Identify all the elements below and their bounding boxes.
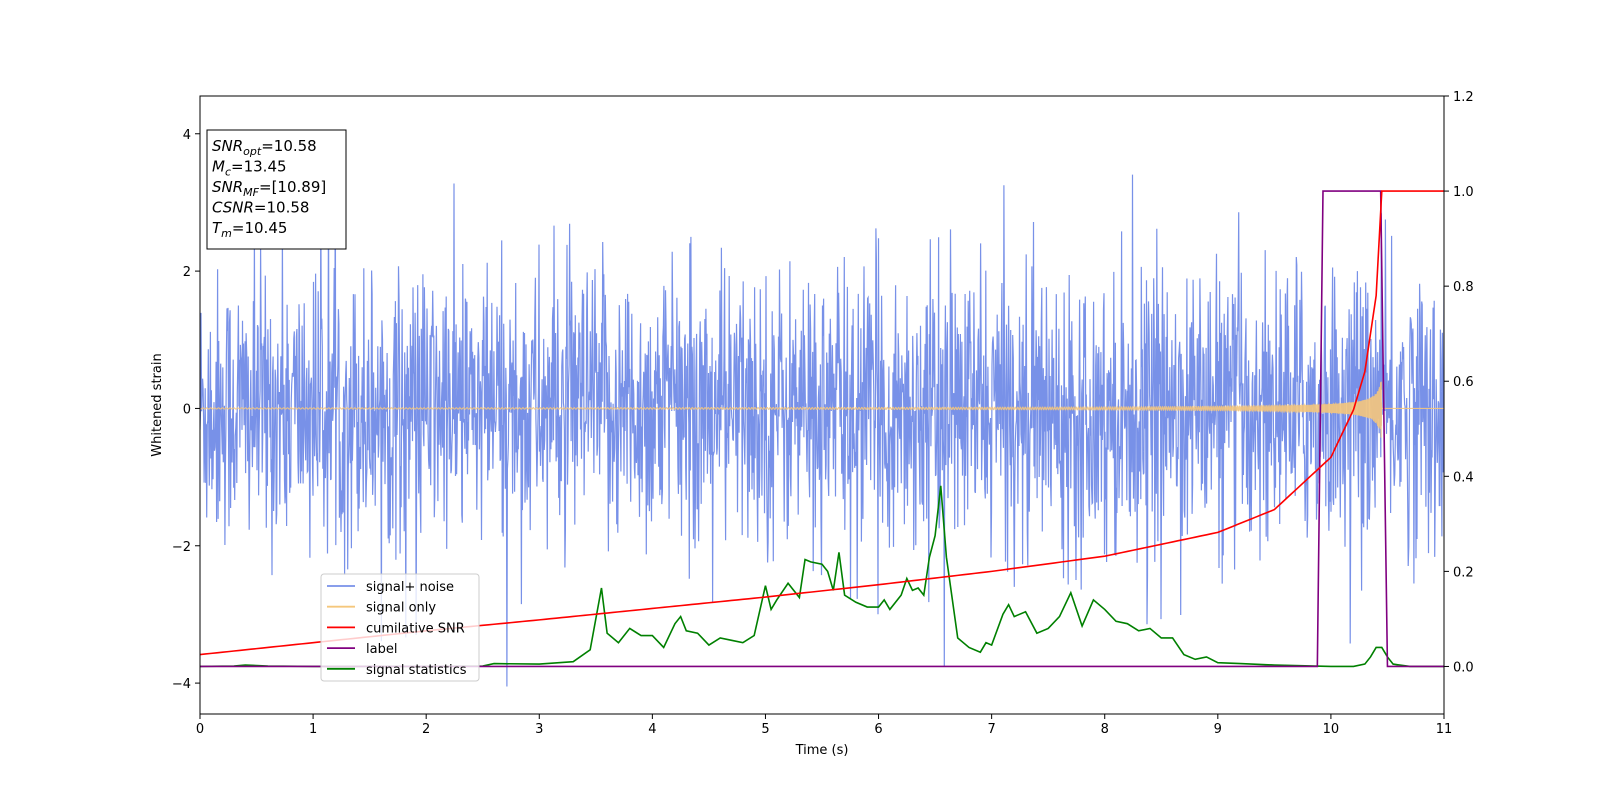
- y2-tick-label: 1.0: [1453, 185, 1474, 200]
- series-label-line: [200, 190, 1444, 668]
- series-signal-statistics-line: [200, 485, 1444, 668]
- axes-layer: 0 1 2 3 4 5 6 7 8 9 10 11 −4 −2 0 2 4 0.0 0.2 0.4 0.6 0.8 1.0 1…: [172, 90, 1474, 737]
- series-layer: [200, 146, 1444, 687]
- info-box-line: SNRMF=[10.89]: [212, 178, 326, 199]
- y2-tick-label: 0.6: [1453, 375, 1474, 390]
- y-tick-label: 2: [183, 265, 191, 280]
- x-tick-label: 5: [761, 722, 769, 737]
- y-tick-label: 4: [183, 128, 191, 143]
- x-tick-label: 2: [422, 722, 430, 737]
- x-axis-label: Time (s): [795, 743, 849, 758]
- y2-tick-label: 0.8: [1453, 280, 1474, 295]
- x-tick-label: 3: [535, 722, 543, 737]
- x-tick-label: 6: [874, 722, 882, 737]
- x-tick-label: 4: [648, 722, 656, 737]
- x-tick-label: 0: [196, 722, 204, 737]
- legend-frame: [320, 573, 480, 682]
- series-signal-plus-noise-line: [200, 146, 1444, 687]
- y2-tick-label: 0.2: [1453, 565, 1474, 580]
- legend-entry-label: signal only: [366, 601, 436, 616]
- y-axis-label: Whitened strain: [150, 353, 165, 456]
- y2-tick-label: 0.4: [1453, 470, 1474, 485]
- info-box: SNRopt=10.58Mc=13.45SNRMF=[10.89]CSNR=10…: [206, 129, 347, 250]
- x-tick-label: 11: [1436, 722, 1453, 737]
- plot-frame: [199, 95, 1445, 715]
- legend-entry-label: signal+ noise: [366, 580, 454, 595]
- info-box-line: Tm=10.45: [212, 219, 287, 240]
- x-tick-label: 8: [1101, 722, 1109, 737]
- info-box-line: Mc=13.45: [212, 158, 287, 179]
- x-tick-label: 9: [1214, 722, 1222, 737]
- series-cumulative-snr-line: [200, 190, 1444, 656]
- y2-tick-label: 0.0: [1453, 660, 1474, 675]
- info-box-line: SNRopt=10.58: [212, 137, 317, 158]
- info-box-frame: [206, 129, 347, 250]
- series-signal-only-line: [200, 381, 1444, 438]
- legend: signal+ noise signal only cumilative SNR la…: [320, 573, 480, 682]
- x-tick-label: 7: [987, 722, 995, 737]
- y-tick-label: −4: [172, 677, 191, 692]
- legend-entry-label: cumilative SNR: [366, 621, 465, 636]
- x-tick-label: 1: [309, 722, 317, 737]
- legend-entry-label: label: [366, 642, 397, 657]
- y-tick-label: −2: [172, 540, 191, 555]
- y2-tick-label: 1.2: [1453, 90, 1474, 105]
- x-tick-label: 10: [1323, 722, 1340, 737]
- y-tick-label: 0: [183, 402, 191, 417]
- info-box-line: CSNR=10.58: [212, 199, 309, 217]
- legend-entry-label: signal statistics: [366, 663, 467, 678]
